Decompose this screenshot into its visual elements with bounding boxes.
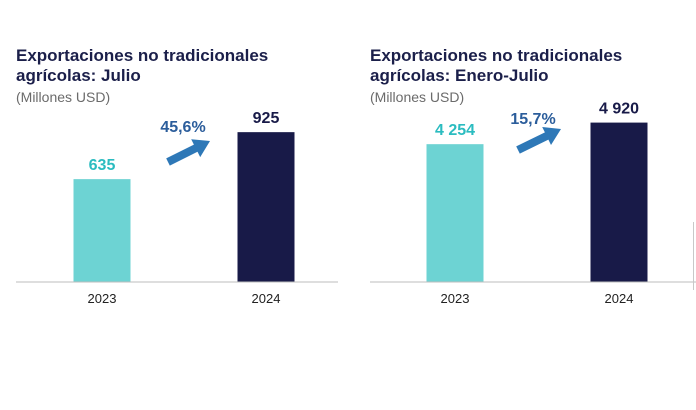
chart-title-line-2: agrícolas: Julio [16,66,141,85]
bar-2023 [426,144,484,282]
bar-2024 [590,122,648,282]
chart-title-line-1: Exportaciones no tradicionales [16,46,269,65]
chart-title: Exportaciones no tradicionales agrícolas… [16,46,346,86]
bar-chart-enero-julio: 4 254 2023 4 920 2024 15,7% [370,101,696,306]
edge-divider [693,222,694,290]
chart-title-line-2: agrícolas: Enero-Julio [370,66,549,85]
bar-value-label: 635 [89,157,116,174]
bar-chart-julio: 635 2023 925 2024 45,6% [16,110,338,306]
growth-percentage-label: 45,6% [160,119,205,136]
bar-2024 [237,132,295,282]
chart-panel-enero-julio: Exportaciones no tradicionales agrícolas… [348,0,696,330]
x-tick-label: 2024 [605,291,634,306]
chart-unit-label: (Millones USD) [16,89,111,105]
x-tick-label: 2024 [252,291,281,306]
bar-value-label: 4 254 [435,122,475,139]
growth-percentage-label: 15,7% [510,111,555,128]
x-tick-label: 2023 [441,291,470,306]
x-tick-label: 2023 [88,291,117,306]
chart-title-line-1: Exportaciones no tradicionales [370,46,623,65]
chart-panel-julio: Exportaciones no tradicionales agrícolas… [0,0,348,330]
bar-2023 [73,179,131,282]
chart-title: Exportaciones no tradicionales agrícolas… [370,46,696,86]
bar-value-label: 925 [253,110,280,127]
growth-arrow-icon [166,139,210,166]
growth-arrow-icon [516,127,561,154]
bar-value-label: 4 920 [599,101,639,118]
chart-unit-label: (Millones USD) [370,89,465,105]
